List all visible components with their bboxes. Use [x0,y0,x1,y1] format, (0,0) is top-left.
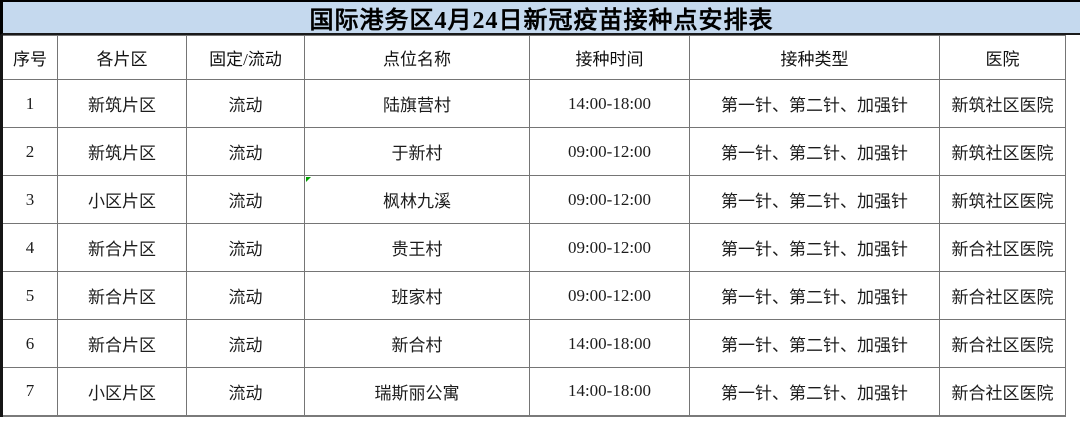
mode-cell: 流动 [186,127,305,176]
cell-error-marker-icon [306,177,311,182]
district-cell: 新合片区 [57,271,187,320]
column-header-mode: 固定/流动 [186,35,305,80]
hospital-cell: 新筑社区医院 [939,127,1066,176]
mode-cell: 流动 [186,175,305,224]
time-cell: 09:00-12:00 [529,175,690,224]
column-header-hospital: 医院 [939,35,1066,80]
row-number-cell: 4 [1,223,58,272]
row-number-cell: 2 [1,127,58,176]
time-cell: 09:00-12:00 [529,223,690,272]
district-cell: 新合片区 [57,319,187,368]
table-row: 4 新合片区 流动 贵王村 09:00-12:00 第一针、第二针、加强针 新合社区医院 [1,223,1066,272]
district-cell: 新筑片区 [57,127,187,176]
hospital-cell: 新筑社区医院 [939,79,1066,128]
mode-cell: 流动 [186,367,305,416]
column-header-time: 接种时间 [529,35,690,80]
type-cell: 第一针、第二针、加强针 [689,79,940,128]
hospital-cell: 新合社区医院 [939,223,1066,272]
column-header-site: 点位名称 [304,35,530,80]
table-row: 2 新筑片区 流动 于新村 09:00-12:00 第一针、第二针、加强针 新筑社区医院 [1,127,1066,176]
mode-cell: 流动 [186,223,305,272]
site-cell: 新合村 [304,319,530,368]
mode-cell: 流动 [186,271,305,320]
row-number-cell: 7 [1,367,58,416]
row-number-cell: 6 [1,319,58,368]
district-cell: 新合片区 [57,223,187,272]
table-row: 1 新筑片区 流动 陆旗营村 14:00-18:00 第一针、第二针、加强针 新筑社区医院 [1,79,1066,128]
hospital-cell: 新合社区医院 [939,319,1066,368]
site-cell: 于新村 [304,127,530,176]
vaccination-schedule-table: 序号 各片区 固定/流动 点位名称 接种时间 接种类型 医院 1 新筑片区 流动 陆旗… [0,35,1066,417]
column-header-number: 序号 [1,35,58,80]
table-body: 1 新筑片区 流动 陆旗营村 14:00-18:00 第一针、第二针、加强针 新筑社区医院 2… [1,79,1066,416]
type-cell: 第一针、第二针、加强针 [689,127,940,176]
hospital-cell: 新合社区医院 [939,367,1066,416]
site-cell: 班家村 [304,271,530,320]
time-cell: 09:00-12:00 [529,127,690,176]
table-row: 5 新合片区 流动 班家村 09:00-12:00 第一针、第二针、加强针 新合社区医院 [1,271,1066,320]
type-cell: 第一针、第二针、加强针 [689,223,940,272]
site-cell: 枫林九溪 [304,175,530,224]
row-number-cell: 5 [1,271,58,320]
time-cell: 14:00-18:00 [529,79,690,128]
column-header-type: 接种类型 [689,35,940,80]
table-row: 7 小区片区 流动 瑞斯丽公寓 14:00-18:00 第一针、第二针、加强针 新合社区医院 [1,367,1066,416]
district-cell: 小区片区 [57,367,187,416]
hospital-cell: 新合社区医院 [939,271,1066,320]
header-row: 序号 各片区 固定/流动 点位名称 接种时间 接种类型 医院 [1,35,1066,80]
time-cell: 14:00-18:00 [529,319,690,368]
row-number-cell: 3 [1,175,58,224]
mode-cell: 流动 [186,79,305,128]
site-cell: 瑞斯丽公寓 [304,367,530,416]
type-cell: 第一针、第二针、加强针 [689,319,940,368]
type-cell: 第一针、第二针、加强针 [689,367,940,416]
type-cell: 第一针、第二针、加强针 [689,175,940,224]
table-row: 6 新合片区 流动 新合村 14:00-18:00 第一针、第二针、加强针 新合社区医院 [1,319,1066,368]
time-cell: 14:00-18:00 [529,367,690,416]
mode-cell: 流动 [186,319,305,368]
table-row: 3 小区片区 流动 枫林九溪 09:00-12:00 第一针、第二针、加强针 新筑社区医院 [1,175,1066,224]
column-header-district: 各片区 [57,35,187,80]
district-cell: 小区片区 [57,175,187,224]
site-cell: 陆旗营村 [304,79,530,128]
district-cell: 新筑片区 [57,79,187,128]
time-cell: 09:00-12:00 [529,271,690,320]
row-number-cell: 1 [1,79,58,128]
site-cell: 贵王村 [304,223,530,272]
hospital-cell: 新筑社区医院 [939,175,1066,224]
type-cell: 第一针、第二针、加强针 [689,271,940,320]
page-title: 国际港务区4月24日新冠疫苗接种点安排表 [0,0,1080,35]
